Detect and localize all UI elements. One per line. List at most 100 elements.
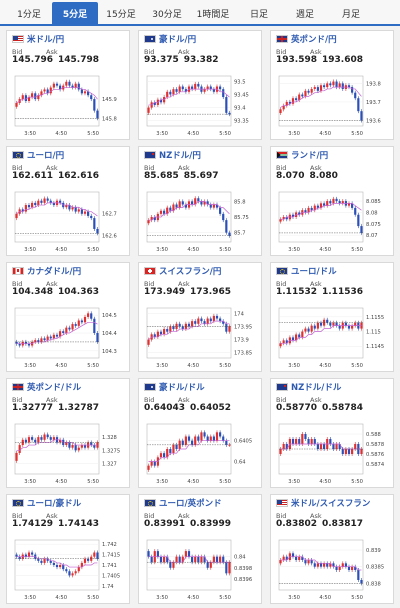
prices: 0.58770 0.58784 (271, 403, 393, 415)
currency-pair-link[interactable]: ランド/円 (291, 151, 329, 161)
candle-body (282, 340, 285, 344)
tab-timeframe[interactable]: 30分足 (152, 9, 182, 20)
candle-body (191, 86, 194, 90)
currency-pair-link[interactable]: スイスフラン/円 (159, 267, 222, 277)
candle-body (24, 341, 27, 344)
price-chart: 0.588 0.5878 0.5876 0.5874 3:50 4:50 5:50 (278, 423, 385, 485)
candle-body (323, 444, 326, 449)
candle-body (52, 83, 55, 88)
card-header: カナダドル/円 (7, 263, 129, 277)
currency-pair-link[interactable]: ユーロ/ドル (291, 267, 337, 277)
currency-pair-link[interactable]: ユーロ/豪ドル (27, 499, 82, 509)
candle-body (222, 556, 225, 563)
candle-body (96, 442, 99, 448)
tab-timeframe[interactable]: 1分足 (17, 9, 41, 20)
candle-body (319, 203, 323, 208)
currency-pair-link[interactable]: 豪ドル/円 (159, 35, 197, 45)
candle-body (40, 338, 43, 342)
prices: 1.32777 1.32787 (7, 403, 129, 415)
currency-pair-link[interactable]: 米ドル/スイスフラン (291, 499, 371, 509)
rate-card[interactable]: ユーロ/円 Bid Ask 162.611 162.616 162.7 162.6 3:50 4… (6, 146, 130, 256)
candle-body (18, 343, 21, 346)
tab-timeframe[interactable]: 1時間足 (196, 9, 230, 20)
currency-pair-link[interactable]: 英ポンド/円 (291, 35, 337, 45)
y-tick-label: 8.07 (366, 233, 378, 239)
y-tick-label: 85.75 (234, 215, 249, 221)
rate-card[interactable]: 英ポンド/ドル Bid Ask 1.32777 1.32787 1.328 1.3275 1.… (6, 378, 130, 488)
currency-pair-link[interactable]: ユーロ/英ポンド (159, 499, 222, 509)
rate-card[interactable]: 米ドル/円 Bid Ask 145.796 145.798 145.9 145.8 3:50 4… (6, 30, 130, 140)
candle-body (62, 331, 65, 333)
card-header: スイスフラン/円 (139, 263, 261, 277)
rate-card[interactable]: ユーロ/ドル Bid Ask 1.11532 1.11536 1.1155 1.115 1.1… (270, 262, 394, 372)
y-tick-label: 145.9 (102, 97, 117, 103)
candle-body (27, 205, 31, 208)
candle-body (46, 89, 49, 94)
y-tick-label: 104.5 (102, 313, 117, 319)
tab-timeframe[interactable]: 日足 (249, 9, 268, 20)
tab-timeframe[interactable]: 月足 (341, 9, 360, 20)
candle-body (27, 437, 31, 443)
candle-body (159, 210, 163, 214)
bid-price: 85.685 (144, 171, 179, 181)
y-tick-label: 0.839 (366, 548, 381, 554)
moving-average-line (280, 325, 362, 344)
currency-pair-link[interactable]: NZドル/ドル (291, 383, 342, 393)
candle-body (65, 569, 68, 572)
currency-pair-link[interactable]: カナダドル/円 (27, 267, 82, 277)
x-tick-label: 4:50 (187, 131, 199, 137)
rate-card[interactable]: 豪ドル/ドル Bid Ask 0.64043 0.64052 0.6405 0.64 3:50… (138, 378, 262, 488)
rate-card[interactable]: ユーロ/豪ドル Bid Ask 1.74129 1.74143 1.742 1.7415 1.… (6, 494, 130, 604)
rate-card[interactable]: ユーロ/英ポンド Bid Ask 0.83991 0.83999 0.84 0.8398 0.… (138, 494, 262, 604)
candle-body (96, 110, 99, 119)
x-tick-label: 4:50 (319, 131, 331, 137)
currency-pair-link[interactable]: ユーロ/円 (27, 151, 65, 161)
candle-body (335, 198, 338, 202)
rate-card[interactable]: 英ポンド/円 Bid Ask 193.598 193.608 193.8 193.7 193.… (270, 30, 394, 140)
candle-body (209, 436, 212, 441)
currency-pair-link[interactable]: 英ポンド/ドル (27, 383, 82, 393)
rate-card[interactable]: 米ドル/スイスフラン Bid Ask 0.83802 0.83817 0.839 0.838… (270, 494, 394, 604)
candle-body (307, 90, 310, 93)
candle-body (313, 205, 316, 211)
price-chart: 0.6405 0.64 3:50 4:50 5:50 (146, 423, 252, 485)
tab-timeframe[interactable]: 5分足 (52, 2, 98, 24)
rate-card[interactable]: NZドル/ドル Bid Ask 0.58770 0.58784 0.588 0.5878 0.… (270, 378, 394, 488)
x-tick-label: 3:50 (156, 247, 168, 253)
candle-body (90, 215, 93, 219)
candle-body (163, 329, 166, 335)
candle-body (169, 91, 172, 95)
candle-body (341, 83, 344, 89)
candle-body (37, 95, 40, 100)
rate-card[interactable]: ランド/円 Bid Ask 8.070 8.080 8.085 8.08 8.075 8.07 3… (270, 146, 394, 256)
candle-body (52, 202, 55, 206)
y-tick-label: 93.35 (234, 119, 249, 125)
candle-body (191, 201, 194, 205)
price-labels: Bid Ask (7, 45, 129, 56)
rate-card[interactable]: 豪ドル/円 Bid Ask 93.375 93.382 93.5 93.45 93.4 93.3… (138, 30, 262, 140)
y-tick-label: 0.5874 (366, 462, 385, 468)
candle-body (354, 207, 357, 215)
candle-body (288, 101, 291, 104)
candle-body (319, 322, 323, 326)
rate-card[interactable]: NZドル/円 Bid Ask 85.685 85.697 85.8 85.75 85.7 3:5… (138, 146, 262, 256)
candle-body (74, 571, 77, 574)
candle-body (68, 81, 71, 86)
candle-body (191, 321, 194, 327)
candle-body (172, 326, 175, 330)
currency-pair-link[interactable]: 米ドル/円 (27, 35, 65, 45)
candle-body (197, 83, 200, 87)
prices: 8.070 8.080 (271, 171, 393, 183)
candle-body (310, 88, 313, 93)
candle-body (291, 439, 295, 444)
currency-pair-link[interactable]: 豪ドル/ドル (159, 383, 205, 393)
rate-card[interactable]: スイスフラン/円 Bid Ask 173.949 173.965 174 173.95 173… (138, 262, 262, 372)
candle-body (24, 205, 27, 212)
currency-pair-link[interactable]: NZドル/円 (159, 151, 201, 161)
ask-label: Ask (310, 512, 322, 520)
rate-card[interactable]: カナダドル/円 Bid Ask 104.348 104.363 104.5 104.4 104… (6, 262, 130, 372)
y-tick-label: 0.64 (234, 460, 246, 466)
tab-timeframe[interactable]: 15分足 (106, 9, 136, 20)
tab-timeframe[interactable]: 週足 (295, 9, 314, 20)
ask-label: Ask (46, 280, 58, 288)
